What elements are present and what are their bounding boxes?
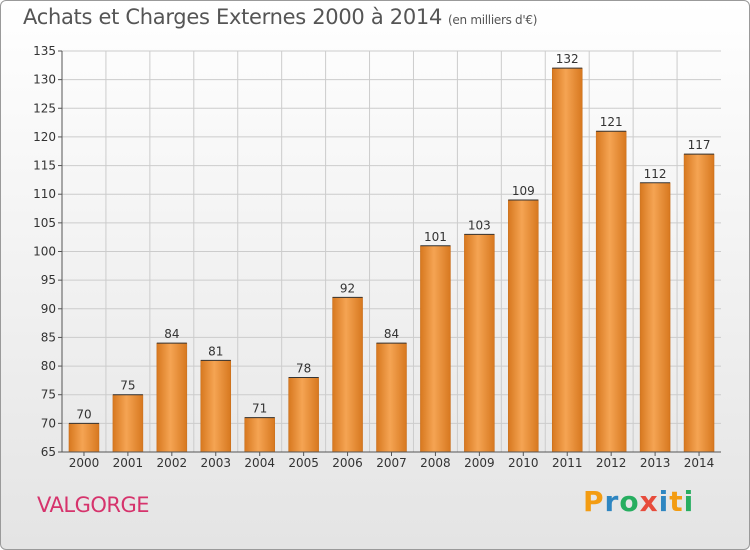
bar-2006: [332, 297, 363, 453]
value-label: 84: [384, 327, 399, 341]
value-label: 75: [120, 379, 135, 393]
bar-2011: [551, 67, 583, 453]
value-label: 121: [600, 115, 623, 129]
y-tick-label: 90: [41, 302, 56, 316]
x-tick-label: 2003: [200, 456, 231, 470]
y-tick-label: 110: [33, 187, 56, 201]
x-tick-label: 2002: [157, 456, 188, 470]
y-tick-label: 130: [33, 73, 56, 87]
value-label: 70: [76, 407, 91, 421]
bar-2007: [376, 342, 407, 453]
logo-letter: i: [658, 485, 670, 518]
y-tick-label: 75: [41, 388, 56, 402]
proxiti-logo: Proxiti: [583, 485, 694, 518]
logo-letter: i: [683, 485, 695, 518]
y-tick-label: 65: [41, 445, 56, 459]
bar-2014: [683, 153, 715, 453]
axes: 65 70 75 80 85 90 95 100 105 110 115 120 125 130 135 20…: [33, 44, 721, 470]
bars: [68, 67, 715, 453]
logo-letter: t: [669, 485, 684, 518]
x-tick-label: 2008: [420, 456, 451, 470]
bar-2012: [595, 130, 627, 453]
x-tick-label: 2014: [684, 456, 715, 470]
logo-letter: r: [604, 485, 620, 518]
value-label: 103: [468, 218, 491, 232]
x-tick-label: 2005: [288, 456, 319, 470]
value-label: 112: [644, 167, 667, 181]
chart-title-text: Achats et Charges Externes 2000 à 2014: [23, 5, 443, 29]
value-label: 101: [424, 230, 447, 244]
logo-letter: o: [619, 485, 640, 518]
value-label: 81: [208, 344, 223, 358]
bar-2009: [464, 234, 495, 453]
bar-2001: [112, 394, 144, 453]
x-tick-label: 2004: [244, 456, 275, 470]
chart-unit: (en milliers d'€): [448, 13, 538, 27]
bar-2013: [639, 182, 671, 453]
y-tick-label: 135: [33, 44, 56, 58]
bar-2003: [200, 360, 232, 453]
x-tick-label: 2001: [113, 456, 144, 470]
y-tick-label: 105: [33, 216, 56, 230]
y-tick-label: 115: [33, 159, 56, 173]
y-tick-label: 120: [33, 130, 56, 144]
x-tick-label: 2000: [69, 456, 100, 470]
y-tick-label: 80: [41, 359, 56, 373]
value-label: 78: [296, 362, 311, 376]
value-label: 117: [688, 138, 711, 152]
x-tick-label: 2006: [332, 456, 363, 470]
bar-2002: [156, 342, 188, 453]
y-tick-label: 85: [41, 330, 56, 344]
logo-letter: P: [583, 485, 605, 518]
y-tick-label: 125: [33, 101, 56, 115]
value-label: 109: [512, 184, 535, 198]
value-label: 132: [556, 52, 579, 66]
logo-letter: x: [639, 485, 659, 518]
x-tick-label: 2010: [508, 456, 539, 470]
value-label: 84: [164, 327, 179, 341]
chart-title: Achats et Charges Externes 2000 à 2014 (e…: [23, 5, 537, 29]
commune-name: VALGORGE: [37, 493, 150, 517]
value-label: 71: [252, 402, 267, 416]
x-tick-label: 2007: [376, 456, 407, 470]
bar-2010: [508, 199, 539, 453]
y-tick-label: 100: [33, 245, 56, 259]
value-label: 92: [340, 281, 355, 295]
y-tick-label: 95: [41, 273, 56, 287]
bar-2008: [420, 245, 451, 453]
bar-2005: [288, 377, 319, 453]
x-tick-label: 2013: [640, 456, 671, 470]
x-tick-label: 2011: [552, 456, 583, 470]
bar-2000: [68, 423, 100, 453]
x-tick-label: 2012: [596, 456, 627, 470]
bar-2004: [244, 417, 275, 453]
y-tick-label: 70: [41, 416, 56, 430]
x-tick-label: 2009: [464, 456, 495, 470]
labels: 70 75 84 81 71 78 92 84 101 103 109 132 121 112 117: [76, 52, 710, 421]
